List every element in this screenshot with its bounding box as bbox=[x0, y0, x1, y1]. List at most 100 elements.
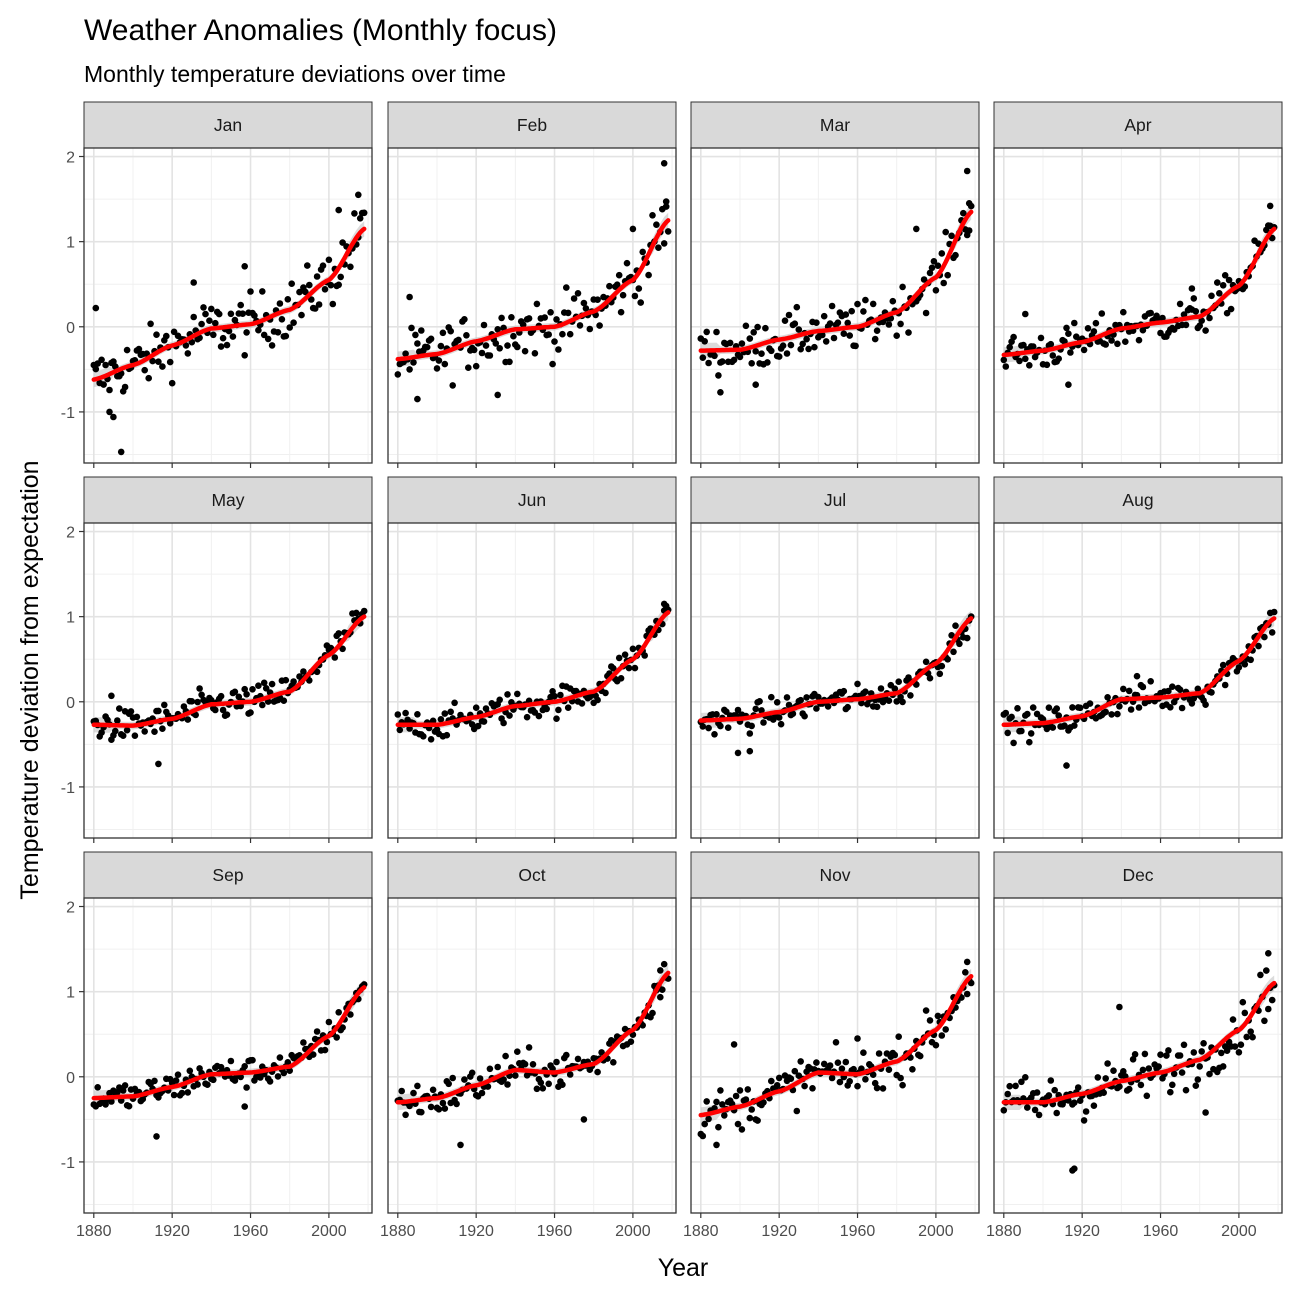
data-point bbox=[705, 1115, 712, 1123]
data-point bbox=[799, 340, 806, 348]
data-point bbox=[1208, 292, 1215, 300]
data-point bbox=[1069, 704, 1076, 711]
data-point bbox=[1053, 705, 1060, 712]
data-point bbox=[885, 321, 893, 328]
data-point bbox=[1045, 704, 1053, 711]
data-point bbox=[198, 320, 205, 328]
data-point bbox=[594, 296, 601, 304]
data-point bbox=[496, 345, 504, 352]
data-point bbox=[1004, 1090, 1011, 1098]
data-point bbox=[339, 1024, 346, 1031]
data-point bbox=[498, 314, 505, 322]
data-point bbox=[738, 1126, 746, 1133]
data-point bbox=[1061, 722, 1068, 729]
data-point bbox=[153, 1133, 160, 1140]
data-point bbox=[699, 1132, 707, 1140]
data-point bbox=[582, 305, 590, 312]
data-point bbox=[531, 350, 539, 357]
data-point bbox=[335, 281, 343, 289]
data-point bbox=[1167, 1088, 1174, 1096]
facet-jun: Jun bbox=[387, 476, 677, 843]
y-tick-label: 2 bbox=[66, 150, 75, 167]
data-point bbox=[1051, 1086, 1058, 1094]
data-point bbox=[862, 296, 869, 304]
data-point bbox=[1000, 356, 1008, 364]
x-tick-label: 1960 bbox=[233, 1223, 269, 1240]
data-point bbox=[551, 692, 558, 700]
data-point bbox=[752, 381, 759, 389]
data-point bbox=[1266, 202, 1274, 210]
data-point bbox=[1082, 1108, 1090, 1115]
plot-background bbox=[994, 523, 1282, 838]
data-point bbox=[893, 332, 900, 340]
data-point bbox=[615, 271, 623, 279]
data-point bbox=[433, 365, 441, 372]
data-point bbox=[869, 300, 877, 308]
data-point bbox=[1022, 310, 1029, 318]
data-point bbox=[525, 315, 533, 322]
data-point bbox=[797, 345, 804, 353]
data-point bbox=[738, 340, 746, 347]
data-point bbox=[854, 680, 861, 688]
data-point bbox=[781, 317, 789, 325]
data-point bbox=[948, 232, 955, 240]
data-point bbox=[321, 286, 329, 293]
data-point bbox=[1202, 327, 1209, 334]
data-point bbox=[1045, 1092, 1053, 1099]
data-point bbox=[631, 292, 639, 300]
data-point bbox=[860, 1049, 867, 1056]
data-point bbox=[533, 300, 541, 308]
data-point bbox=[1221, 681, 1229, 689]
panel-border bbox=[83, 147, 373, 464]
data-point bbox=[141, 728, 148, 735]
data-point bbox=[1139, 326, 1147, 334]
data-point bbox=[623, 259, 631, 267]
data-point bbox=[114, 717, 121, 724]
facet-oct: Oct 1880 1920 1960 2000 bbox=[380, 851, 677, 1240]
data-point bbox=[298, 311, 305, 319]
y-tick-label: 0 bbox=[66, 320, 75, 337]
smooth-line bbox=[395, 218, 671, 362]
data-point bbox=[198, 691, 205, 699]
x-tick-label: 1920 bbox=[154, 1223, 190, 1240]
data-point bbox=[1231, 1043, 1239, 1050]
data-point bbox=[525, 1044, 533, 1051]
data-point bbox=[559, 1081, 566, 1088]
data-point bbox=[916, 1052, 924, 1060]
y-tick-label: 1 bbox=[66, 985, 75, 1002]
data-point bbox=[1157, 1051, 1164, 1058]
y-tick-label: 1 bbox=[66, 610, 75, 627]
data-point bbox=[660, 600, 668, 608]
confidence-band bbox=[397, 604, 669, 733]
data-point bbox=[1206, 1070, 1213, 1078]
data-point bbox=[172, 1077, 180, 1084]
data-point bbox=[496, 696, 504, 704]
data-point bbox=[1235, 664, 1243, 671]
data-point bbox=[414, 395, 421, 403]
data-point bbox=[873, 1084, 881, 1092]
facet-strip bbox=[690, 851, 980, 899]
data-point bbox=[785, 311, 793, 319]
data-point bbox=[895, 1033, 902, 1040]
x-tick-label: 1880 bbox=[683, 1223, 719, 1240]
data-point bbox=[243, 691, 250, 698]
data-point bbox=[200, 304, 207, 311]
y-tick-label: -1 bbox=[61, 780, 75, 797]
data-point bbox=[290, 678, 297, 685]
plot-background bbox=[691, 898, 979, 1213]
plot-background bbox=[84, 148, 372, 463]
data-point bbox=[153, 331, 160, 339]
data-point bbox=[504, 1081, 511, 1088]
data-point bbox=[791, 320, 799, 328]
data-point bbox=[873, 327, 881, 335]
data-point bbox=[418, 1108, 425, 1116]
data-point bbox=[125, 1102, 133, 1110]
data-point bbox=[960, 209, 967, 217]
data-point bbox=[846, 332, 853, 339]
data-point bbox=[553, 316, 560, 323]
data-point bbox=[500, 719, 507, 727]
data-point bbox=[429, 717, 437, 725]
data-point bbox=[1139, 1066, 1147, 1074]
data-point bbox=[1116, 1003, 1123, 1011]
data-point bbox=[811, 343, 818, 351]
